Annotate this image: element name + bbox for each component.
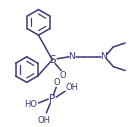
Text: N: N	[69, 52, 75, 61]
Text: O: O	[60, 71, 66, 80]
Text: S: S	[49, 55, 56, 65]
Text: N: N	[100, 52, 107, 61]
Text: P: P	[49, 94, 55, 104]
Text: OH: OH	[66, 83, 78, 92]
Text: OH: OH	[38, 116, 51, 125]
Text: O: O	[54, 78, 60, 87]
Text: HO: HO	[24, 100, 37, 109]
